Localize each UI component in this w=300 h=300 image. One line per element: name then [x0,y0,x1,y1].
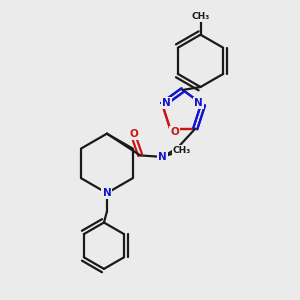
Text: CH₃: CH₃ [191,12,210,21]
Text: N: N [158,152,167,162]
Text: O: O [170,127,179,137]
Text: CH₃: CH₃ [173,146,191,155]
Text: N: N [194,98,203,108]
Text: N: N [162,98,171,108]
Text: O: O [129,129,138,139]
Text: N: N [103,188,111,198]
